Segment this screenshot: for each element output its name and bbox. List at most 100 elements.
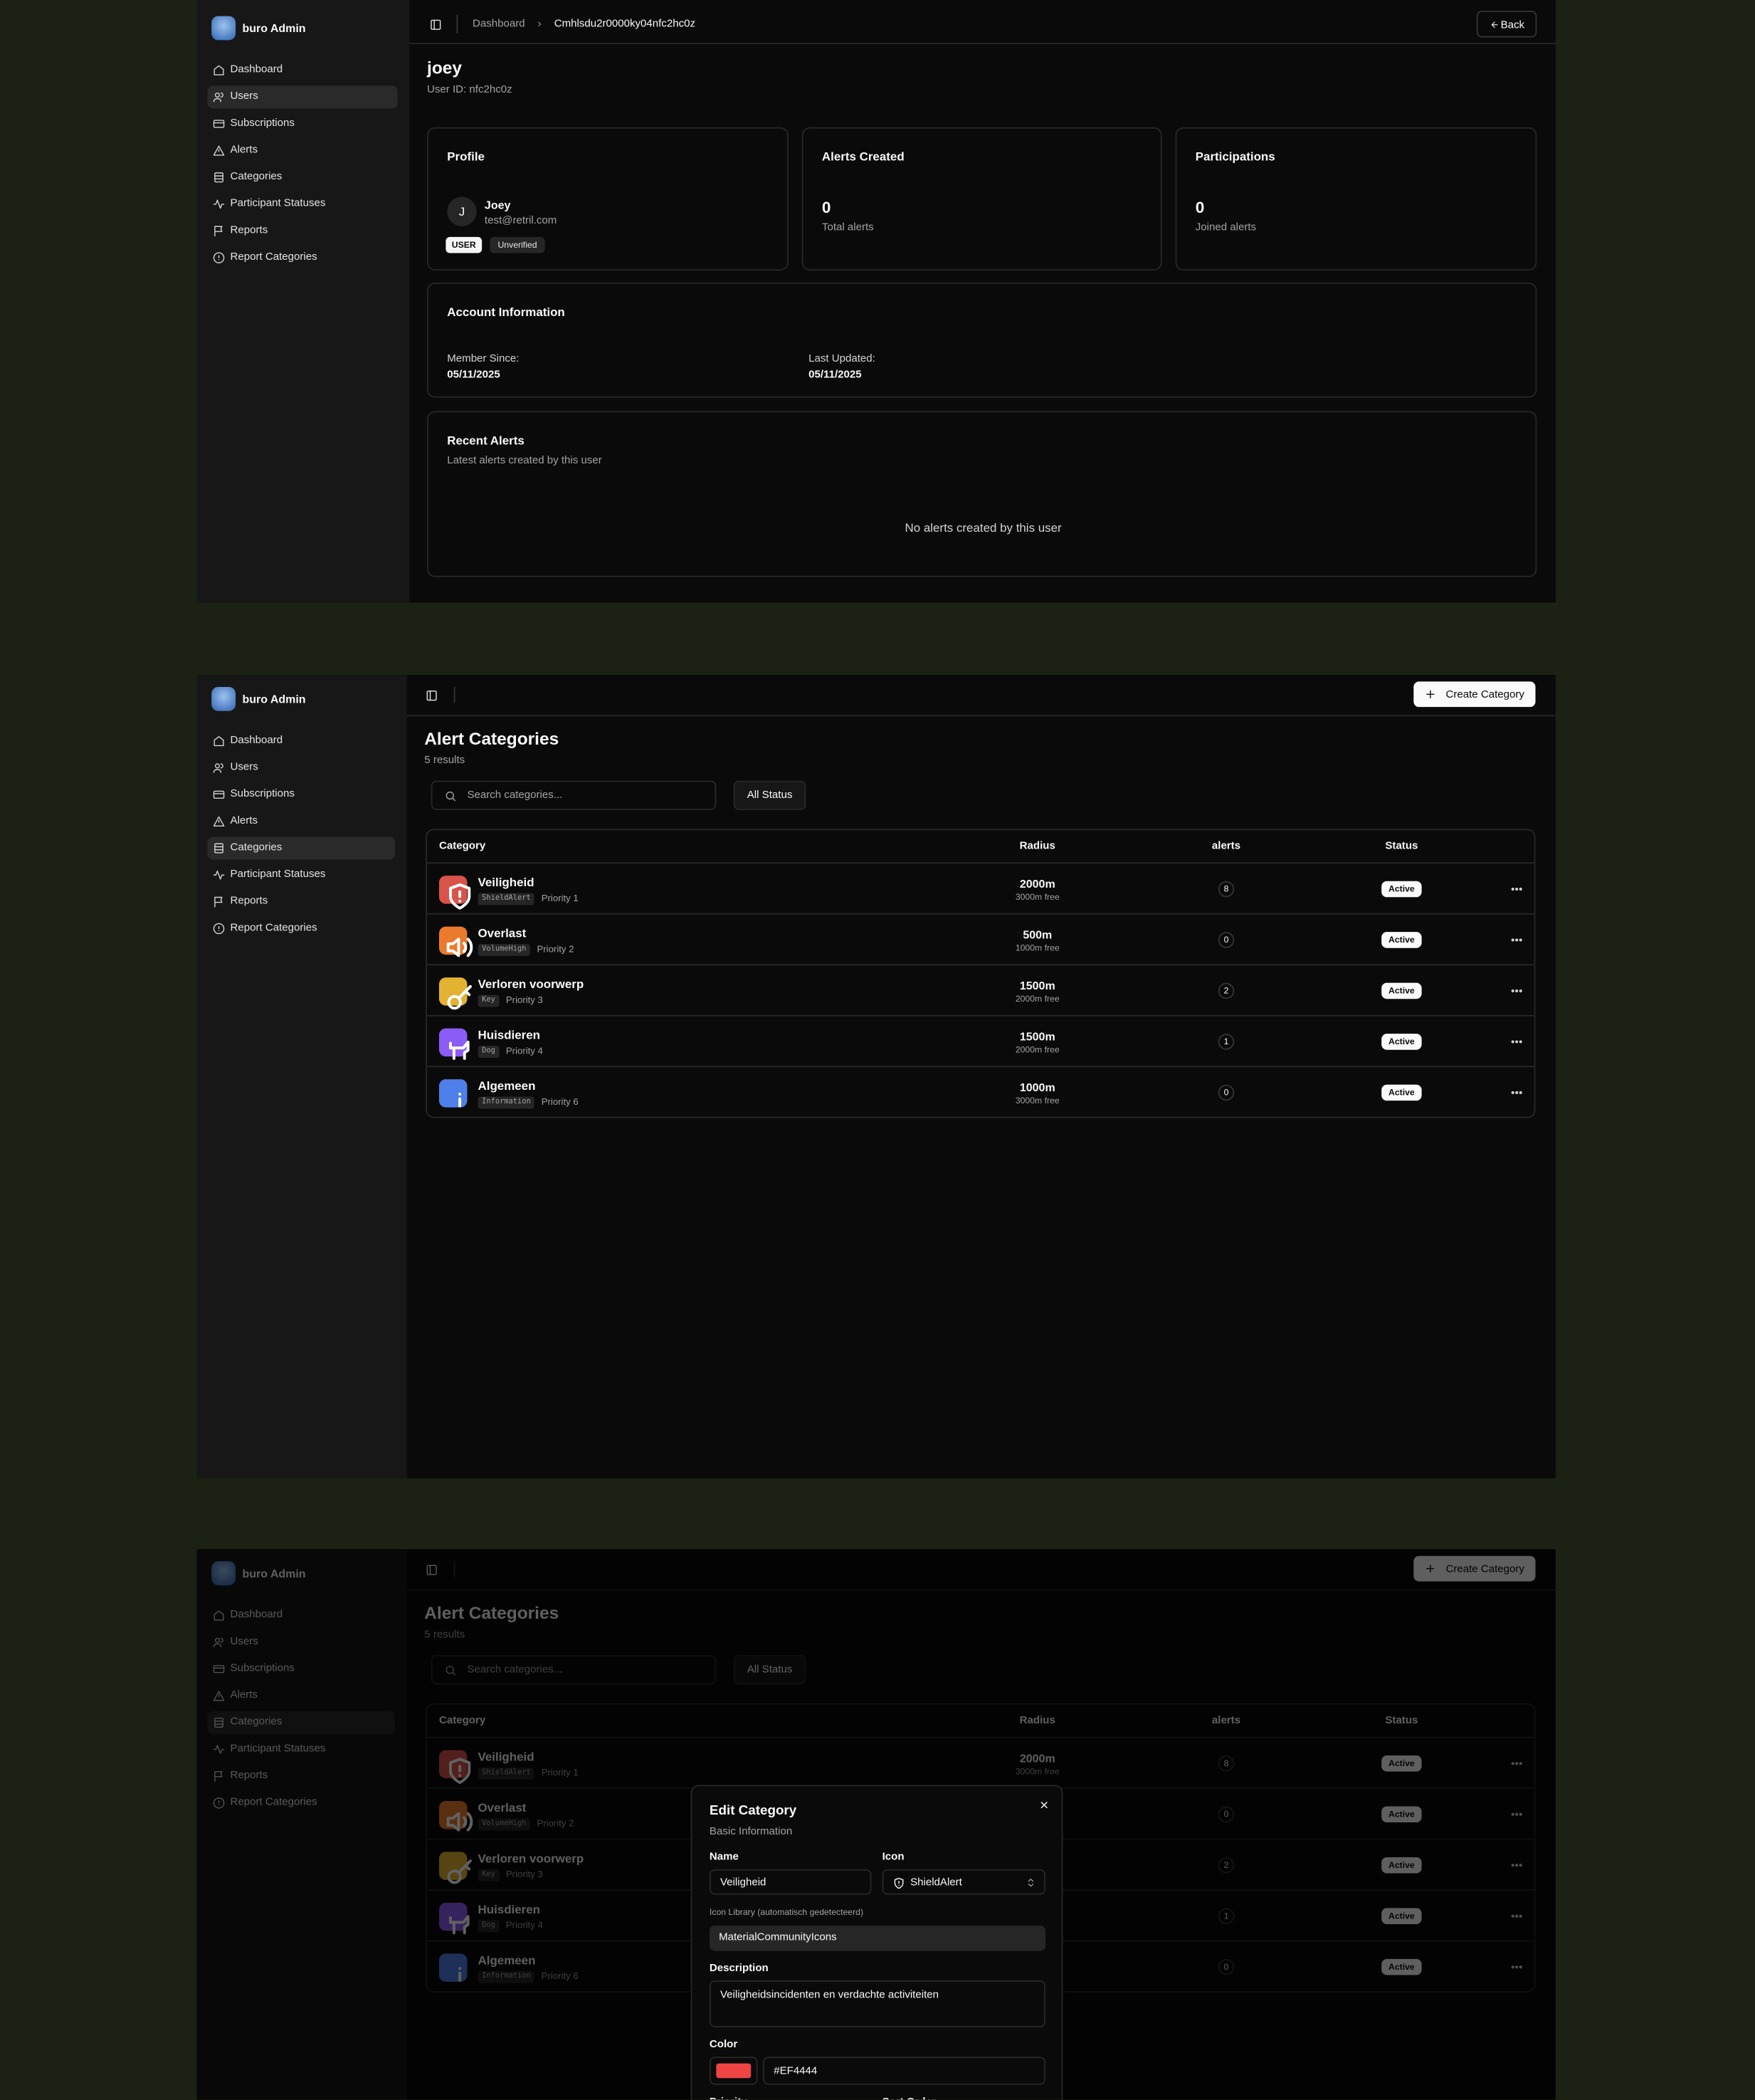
table-row[interactable]: Veiligheid ShieldAlert Priority 1 2000m 3000… — [427, 862, 1534, 913]
nav-icon — [213, 117, 225, 130]
category-name: Veiligheid — [478, 876, 534, 889]
table-row[interactable]: Huisdieren Dog Priority 4 1500m 2000m free 1 A… — [427, 1014, 1534, 1066]
category-icon — [438, 1027, 470, 1059]
icon-part — [446, 791, 456, 802]
icon-part — [457, 984, 472, 999]
row-actions — [1510, 985, 1524, 998]
nav-item[interactable]: Report Categories — [208, 917, 395, 940]
card-title: Profile — [447, 149, 485, 164]
status-label: Active — [1388, 1036, 1415, 1047]
icon-select[interactable]: ShieldAlert — [882, 1869, 1046, 1895]
description-input[interactable]: Veiligheidsincidenten en verdachte activ… — [709, 1980, 1046, 2027]
field-label: Description — [709, 1961, 769, 1974]
icon-part — [447, 984, 472, 1009]
icon-part — [213, 92, 223, 102]
card: Profile J Joey test@retril.com USER Unverifie… — [427, 127, 789, 271]
nav-label: Subscriptions — [230, 787, 295, 799]
icon-part — [213, 789, 225, 799]
color-hex-input[interactable]: #EF4444 — [763, 2057, 1046, 2085]
icon-part — [447, 994, 462, 1009]
close-button[interactable] — [1039, 1800, 1050, 1810]
category-name: Huisdieren — [478, 1028, 541, 1042]
separator — [453, 686, 455, 703]
user-id: User ID: nfc2hc0z — [427, 83, 512, 95]
nav-item[interactable]: Reports — [208, 890, 395, 913]
nav-item[interactable]: Alerts — [208, 809, 395, 832]
topbar-border — [406, 715, 1556, 717]
nav-icon — [213, 868, 225, 881]
category-icon — [438, 925, 473, 957]
field-label: Member Since: — [447, 352, 520, 364]
table-row[interactable]: Overlast VolumeHigh Priority 2 500m 1000m fr… — [427, 913, 1534, 964]
nav-item[interactable]: Users — [207, 85, 398, 108]
icon-part — [214, 735, 224, 746]
icon-part — [213, 922, 225, 934]
icon-part — [446, 937, 473, 957]
card-subtitle: Latest alerts created by this user — [447, 453, 602, 466]
nav-item[interactable]: Users — [208, 756, 395, 779]
nav-label: Alerts — [230, 143, 258, 156]
icon-part — [538, 21, 541, 27]
icon-part — [894, 1876, 904, 1889]
card: Recent Alerts Latest alerts created by th… — [427, 411, 1537, 577]
nav-item[interactable]: Dashboard — [208, 58, 398, 81]
status-filter[interactable]: All Status — [733, 780, 806, 811]
icon-part — [448, 882, 471, 909]
priority: Priority 6 — [541, 1097, 579, 1107]
alert-count: 2 — [1218, 982, 1235, 999]
radius: 1500m — [1019, 1029, 1055, 1043]
name-input[interactable]: Veiligheid — [709, 1869, 872, 1895]
stat-caption: Total alerts — [821, 221, 874, 233]
stat-value: 0 — [821, 198, 831, 217]
icon-part — [214, 64, 224, 75]
icon-part — [430, 19, 441, 29]
input-value: Veiligheid — [720, 1875, 766, 1888]
back-label: Back — [1500, 18, 1525, 31]
back-button[interactable]: Back — [1476, 11, 1537, 38]
icon-part — [214, 735, 224, 746]
category-meta: Dog Priority 4 — [478, 1044, 543, 1058]
icon-part — [1511, 1091, 1514, 1094]
nav-item[interactable]: Report Categories — [208, 246, 398, 268]
table-row[interactable]: Verloren voorwerp Key Priority 3 1500m 2000m… — [427, 964, 1534, 1014]
free-radius: 2000m free — [1015, 1045, 1060, 1055]
field-label: Name — [709, 1850, 739, 1863]
nav-item[interactable]: Subscriptions — [208, 112, 398, 135]
icon-part — [214, 845, 223, 850]
nav-item[interactable]: Participant Statuses — [208, 863, 395, 886]
status-badge: Active — [1381, 932, 1422, 948]
search-input[interactable]: Search categories... — [431, 780, 717, 811]
category-name: Overlast — [478, 926, 527, 940]
icon-part — [220, 762, 223, 768]
radius: 500m — [1023, 927, 1053, 941]
table-row[interactable]: Algemeen Information Priority 6 1000m 3000m … — [427, 1066, 1534, 1116]
nav-item[interactable]: Categories — [208, 165, 398, 188]
color-swatch[interactable] — [709, 2057, 758, 2085]
stat-value: 0 — [1195, 198, 1205, 217]
icon-part — [1028, 1879, 1034, 1887]
free-radius: 3000m free — [1015, 892, 1060, 902]
sidebar-toggle — [425, 689, 437, 701]
icon-part — [1519, 1091, 1522, 1094]
status-label: Active — [1388, 884, 1415, 894]
create-button[interactable]: Create Category — [1413, 681, 1536, 708]
nav-item[interactable]: Participant Statuses — [208, 192, 398, 215]
nav-item[interactable]: Categories — [207, 836, 395, 859]
icon-part — [1511, 888, 1514, 891]
nav-item[interactable]: Subscriptions — [208, 782, 395, 805]
icon-part — [430, 19, 441, 29]
nav-item[interactable]: Alerts — [208, 139, 398, 162]
nav-item[interactable]: Reports — [208, 219, 398, 242]
radius: 1500m — [1019, 978, 1055, 992]
sidebar — [196, 675, 407, 1479]
icon-part — [213, 97, 222, 102]
card-title: Alerts Created — [821, 149, 905, 164]
badge-label: Unverified — [497, 240, 537, 250]
nav-label: Report Categories — [230, 250, 317, 263]
icon-part — [214, 174, 223, 179]
alert-count: 0 — [1218, 1084, 1235, 1101]
icon-part — [1515, 888, 1519, 891]
nav-item[interactable]: Dashboard — [208, 729, 395, 752]
alert-count-label: 8 — [1223, 884, 1229, 894]
profile-email: test@retril.com — [484, 214, 557, 226]
